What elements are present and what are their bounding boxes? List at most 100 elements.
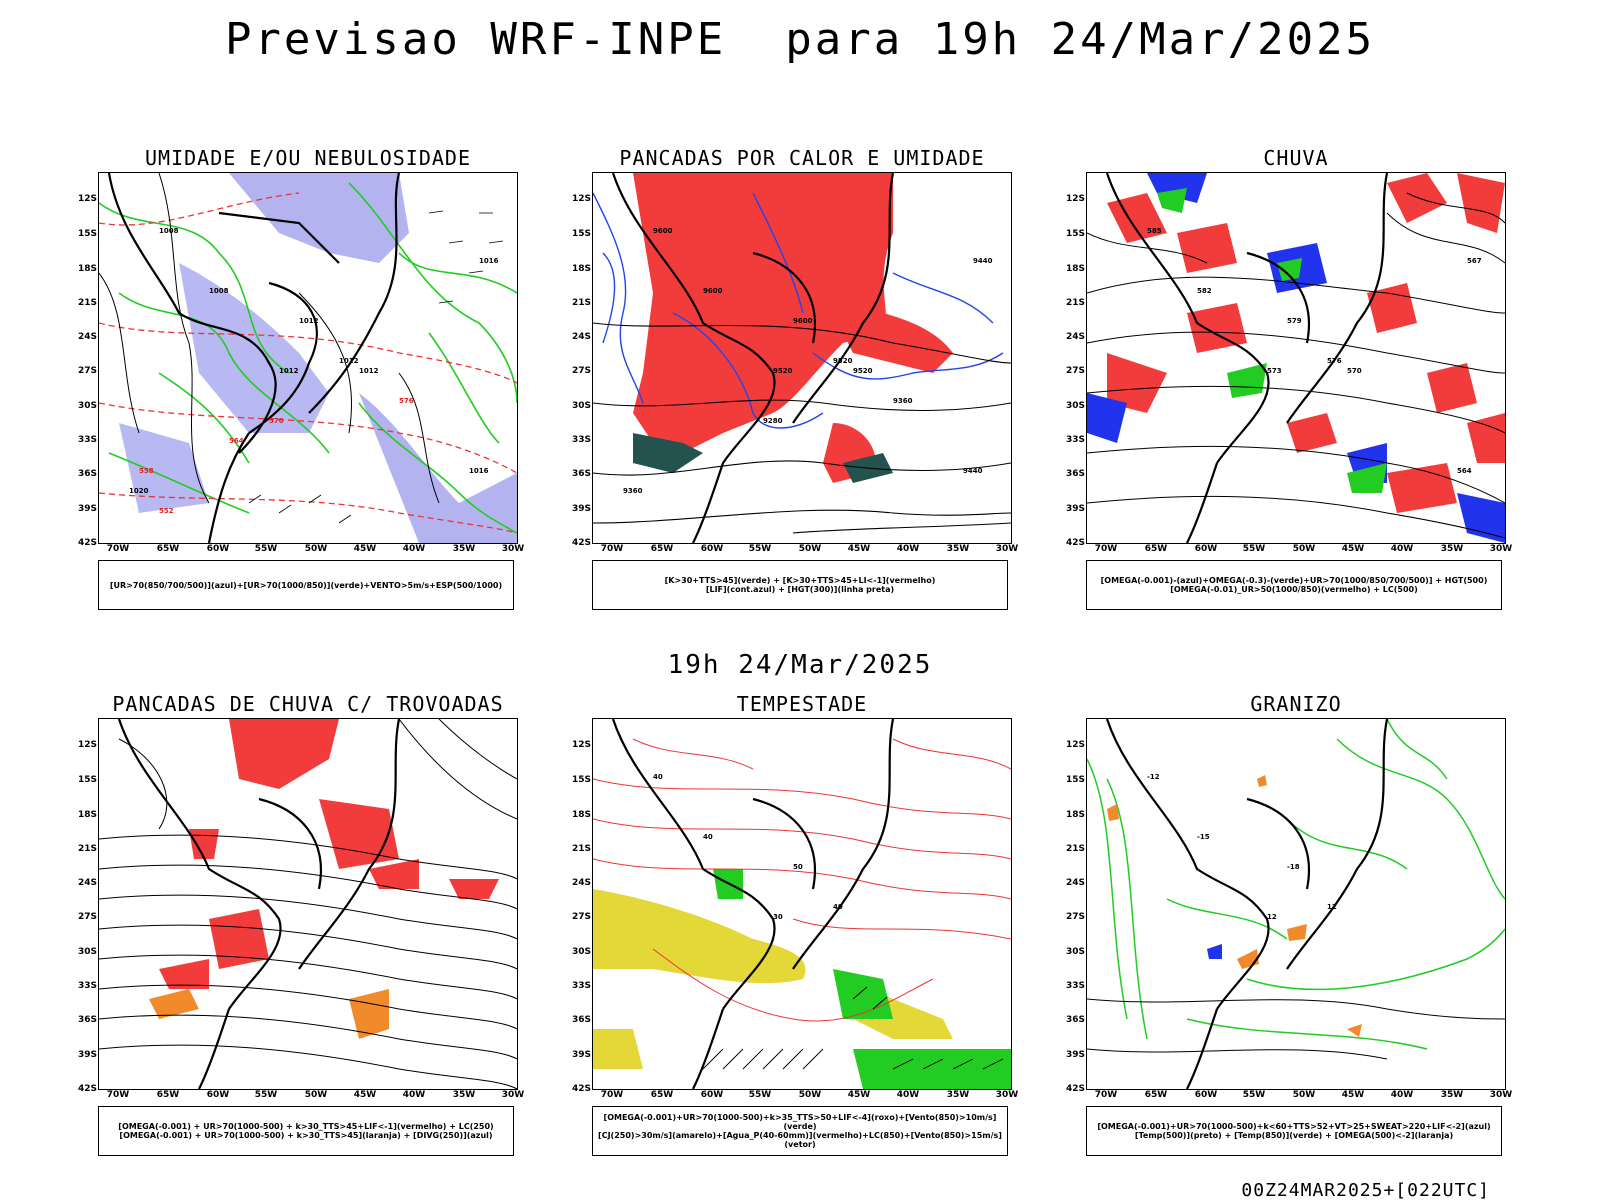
lat-tick-label: 42S: [572, 1084, 592, 1094]
lon-tick-label: 30W: [995, 544, 1019, 554]
lon-tick-label: 30W: [501, 1090, 525, 1100]
lat-tick-label: 42S: [78, 1084, 98, 1094]
contour-label: 9520: [773, 367, 793, 375]
lat-tick-label: 12S: [78, 194, 98, 204]
lon-tick-label: 65W: [1144, 544, 1168, 554]
lat-tick-label: 39S: [78, 1050, 98, 1060]
lat-tick-label: 18S: [78, 810, 98, 820]
lat-tick-label: 39S: [78, 504, 98, 514]
lat-tick-label: 30S: [1066, 401, 1086, 411]
lon-tick-label: 70W: [106, 544, 130, 554]
lon-tick-label: 70W: [106, 1090, 130, 1100]
map-chuva[interactable]: 585 582 579 576 573 570 567 564: [1086, 172, 1506, 544]
lat-tick-label: 24S: [78, 332, 98, 342]
lat-tick-label: 15S: [572, 229, 592, 239]
lat-tick-label: 36S: [78, 469, 98, 479]
contour-label: 1012: [339, 357, 359, 365]
panel-legend: [OMEGA(-0.001)+UR>70(1000-500)+k<60+TTS>…: [1086, 1106, 1502, 1156]
lat-tick-label: 39S: [572, 504, 592, 514]
map-granizo[interactable]: -12 -15 -18 12 12: [1086, 718, 1506, 1090]
lat-tick-label: 27S: [1066, 366, 1086, 376]
lat-tick-label: 42S: [572, 538, 592, 548]
lat-tick-label: 27S: [78, 912, 98, 922]
contour-label: 9520: [833, 357, 853, 365]
lat-tick-label: 30S: [1066, 947, 1086, 957]
contour-label: 579: [1287, 317, 1302, 325]
lon-tick-label: 50W: [1292, 1090, 1316, 1100]
lat-tick-label: 18S: [572, 810, 592, 820]
lat-tick-label: 33S: [1066, 981, 1086, 991]
lon-tick-label: 40W: [896, 544, 920, 554]
lat-tick-label: 39S: [572, 1050, 592, 1060]
contour-label: 564: [1457, 467, 1472, 475]
contour-label: 1016: [469, 467, 489, 475]
lat-tick-label: 27S: [1066, 912, 1086, 922]
lat-tick-label: 24S: [78, 878, 98, 888]
contour-label: 9600: [653, 227, 673, 235]
contour-label: 570: [1347, 367, 1362, 375]
lon-tick-label: 40W: [402, 1090, 426, 1100]
lat-tick-label: 24S: [572, 332, 592, 342]
lat-tick-label: 21S: [1066, 844, 1086, 854]
contour-label: -15: [1197, 833, 1210, 841]
lon-tick-label: 70W: [600, 1090, 624, 1100]
lat-tick-label: 15S: [1066, 775, 1086, 785]
panel-title: CHUVA: [1263, 146, 1329, 170]
contour-label: 552: [159, 507, 174, 515]
map-pancadas-calor[interactable]: 9600 9600 9600 9520 9520 9520 9440 9440 9360 9360…: [592, 172, 1012, 544]
lat-tick-label: 33S: [78, 981, 98, 991]
lat-tick-label: 30S: [78, 947, 98, 957]
lon-tick-label: 65W: [156, 1090, 180, 1100]
lon-tick-label: 60W: [700, 544, 724, 554]
panel-title: TEMPESTADE: [736, 692, 868, 716]
contour-label: 1008: [159, 227, 179, 235]
contour-label: 1016: [479, 257, 499, 265]
contour-label: 9600: [703, 287, 723, 295]
lat-tick-label: 15S: [78, 775, 98, 785]
lon-tick-label: 40W: [402, 544, 426, 554]
contour-label: 40: [653, 773, 663, 781]
lon-tick-label: 45W: [847, 544, 871, 554]
contour-label: 9600: [793, 317, 813, 325]
lat-tick-label: 12S: [572, 740, 592, 750]
lat-tick-label: 33S: [572, 981, 592, 991]
lat-tick-label: 30S: [78, 401, 98, 411]
contour-label: 9440: [973, 257, 993, 265]
lat-tick-label: 24S: [1066, 332, 1086, 342]
panel-legend: [OMEGA(-0.001)+UR>70(1000-500)+k>35_TTS>…: [592, 1106, 1008, 1156]
contour-label: 1012: [279, 367, 299, 375]
contour-label: 40: [833, 903, 843, 911]
lat-tick-label: 15S: [1066, 229, 1086, 239]
lat-tick-label: 33S: [78, 435, 98, 445]
lat-tick-label: 21S: [572, 844, 592, 854]
contour-label: 9360: [893, 397, 913, 405]
contour-label: 30: [773, 913, 783, 921]
lat-tick-label: 12S: [1066, 194, 1086, 204]
lon-tick-label: 45W: [847, 1090, 871, 1100]
contour-label: 567: [1467, 257, 1482, 265]
lat-tick-label: 42S: [78, 538, 98, 548]
contour-label: 1008: [209, 287, 229, 295]
contour-label: 9360: [623, 487, 643, 495]
lon-tick-label: 60W: [206, 544, 230, 554]
contour-label: -18: [1287, 863, 1300, 871]
panel-title: PANCADAS POR CALOR E UMIDADE: [619, 146, 985, 170]
lon-tick-label: 40W: [1390, 1090, 1414, 1100]
contour-label: 12: [1327, 903, 1337, 911]
map-pancadas-trovoadas[interactable]: [98, 718, 518, 1090]
lon-tick-label: 35W: [452, 544, 476, 554]
contour-label: 564: [229, 437, 244, 445]
lon-tick-label: 50W: [798, 1090, 822, 1100]
map-umidade[interactable]: 1008 1008 1012 1012 1012 1012 1016 1016 1020 576 5…: [98, 172, 518, 544]
lat-tick-label: 39S: [1066, 1050, 1086, 1060]
lat-tick-label: 15S: [572, 775, 592, 785]
lon-tick-label: 60W: [1194, 544, 1218, 554]
panel-legend: [K>30+TTS>45](verde) + [K>30+TTS>45+LI<-…: [592, 560, 1008, 610]
map-tempestade[interactable]: 40 40 50 40 30: [592, 718, 1012, 1090]
lat-tick-label: 15S: [78, 229, 98, 239]
lon-tick-label: 60W: [206, 1090, 230, 1100]
lon-tick-label: 35W: [1440, 544, 1464, 554]
panel-title: GRANIZO: [1250, 692, 1342, 716]
lon-tick-label: 35W: [452, 1090, 476, 1100]
lat-tick-label: 12S: [572, 194, 592, 204]
